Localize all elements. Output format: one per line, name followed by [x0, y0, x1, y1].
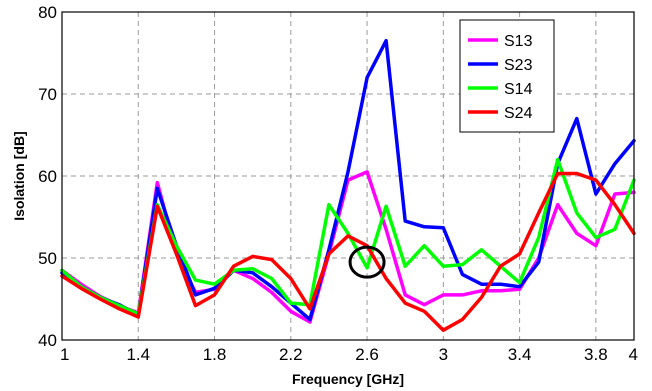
x-tick-label: 4: [629, 345, 638, 364]
annotation: [348, 245, 386, 279]
legend-label: S24: [504, 105, 533, 122]
legend-label: S13: [504, 33, 533, 50]
y-axis-label: Isolation [dB]: [11, 131, 27, 220]
x-tick-label: 3: [439, 345, 448, 364]
legend-label: S23: [504, 57, 533, 74]
y-tick-label: 50: [38, 249, 57, 268]
x-tick-label: 2.6: [355, 345, 379, 364]
legend: S13 S23 S14 S24: [459, 19, 555, 133]
series-line-s23: [60, 38, 636, 322]
series-line-s24: [60, 171, 636, 332]
x-tick-label: 1.4: [126, 345, 150, 364]
y-tick-label: 80: [38, 3, 57, 22]
y-tick-label: 70: [38, 85, 57, 104]
plot-frame: [61, 11, 635, 341]
legend-label: S14: [504, 81, 533, 98]
x-tick-label: 1.8: [203, 345, 227, 364]
series-lines: [60, 38, 636, 332]
x-axis-label: Frequency [GHz]: [292, 371, 404, 387]
x-tick-label: 1: [60, 345, 69, 364]
x-tick-label: 3.4: [508, 345, 532, 364]
x-tick-label: 3.8: [584, 345, 608, 364]
x-tick-label: 2.2: [279, 345, 303, 364]
y-tick-label: 40: [38, 331, 57, 350]
y-tick-label: 60: [38, 167, 57, 186]
tick-labels: 1 1.4 1.8 2.2 2.6 3 3.4 3.8 4 40 50 60 70 80: [38, 3, 638, 364]
annotation-circle: [348, 245, 386, 279]
